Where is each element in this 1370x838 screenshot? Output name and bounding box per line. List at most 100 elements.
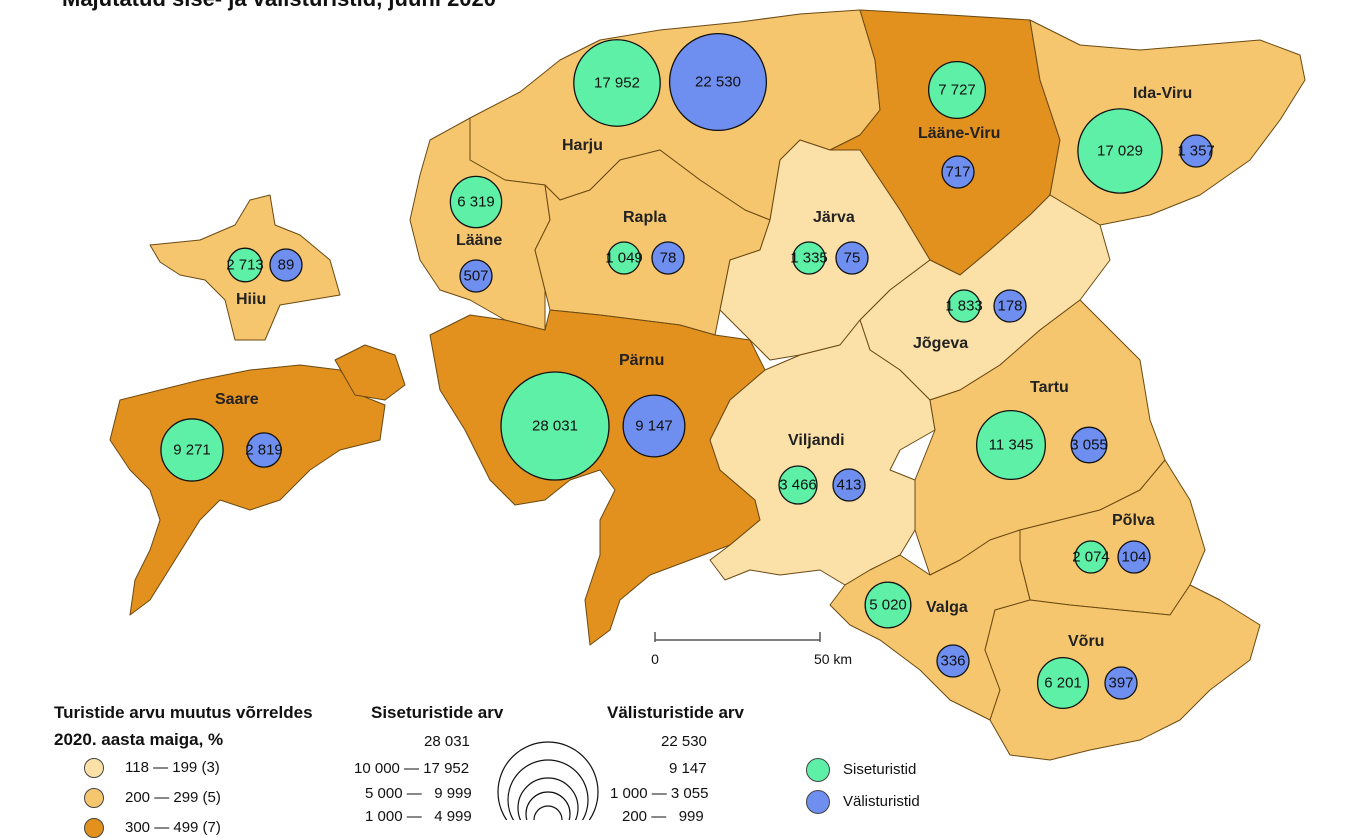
legend-domestic-title: Siseturistide arv: [371, 703, 504, 722]
foreign-bubble-rapla[interactable]: [651, 241, 685, 275]
region-parnu[interactable]: [429, 309, 766, 646]
legend-foreign-class-1: 22 530: [661, 733, 707, 750]
domestic-value-parnu: 28 031: [532, 418, 578, 435]
legend-domestic-class-1: 28 031: [424, 733, 470, 750]
legend-size-circles: [497, 741, 599, 820]
foreign-bubble-harju[interactable]: [668, 32, 768, 132]
domestic-bubble-laane-viru[interactable]: [927, 60, 987, 120]
domestic-value-jogeva: 1 833: [945, 298, 983, 315]
region-label-valga: Valga: [926, 599, 968, 616]
domestic-value-polva: 2 074: [1072, 549, 1110, 566]
legend-swatch-3: [84, 818, 104, 838]
legend-foreign-class-4: 200 — 999: [622, 808, 704, 825]
legend-foreign-swatch: [806, 790, 830, 814]
legend-change-title-2: 2020. aasta maiga, %: [54, 730, 224, 749]
domestic-bubble-tartu[interactable]: [975, 409, 1047, 481]
legend-foreign-class-3: 1 000 — 3 055: [610, 785, 709, 802]
domestic-value-voru: 6 201: [1044, 675, 1082, 692]
legend-foreign-title: Välisturistide arv: [607, 703, 745, 722]
foreign-value-ida-viru: 1 357: [1177, 143, 1215, 160]
legend-class-3: 300 — 499 (7): [125, 819, 221, 836]
domestic-bubble-ida-viru[interactable]: [1077, 108, 1163, 194]
scale-zero: 0: [651, 651, 659, 667]
domestic-value-jarva: 1 335: [790, 250, 828, 267]
region-label-jarva: Järva: [813, 209, 855, 226]
foreign-bubble-viljandi[interactable]: [832, 468, 866, 502]
legend-domestic-label: Siseturistid: [843, 761, 917, 778]
foreign-bubble-laane[interactable]: [459, 259, 493, 293]
domestic-value-valga: 5 020: [869, 597, 907, 614]
legend-domestic-class-2: 10 000 — 17 952: [354, 760, 470, 777]
region-label-ida-viru: Ida-Viru: [1133, 85, 1192, 102]
legend-foreign-class-2: 9 147: [669, 760, 707, 777]
map-title: Majutatud sise- ja välisturistid, juuni …: [62, 0, 496, 12]
foreign-bubble-saare[interactable]: [246, 432, 282, 468]
legend-swatch-2: [84, 788, 104, 808]
foreign-value-viljandi: 413: [836, 477, 861, 494]
foreign-bubble-voru[interactable]: [1104, 666, 1138, 700]
domestic-value-ida-viru: 17 029: [1097, 143, 1143, 160]
foreign-value-hiiu: 89: [278, 257, 295, 274]
foreign-bubble-laane-viru[interactable]: [941, 155, 975, 189]
domestic-bubble-jarva[interactable]: [792, 241, 826, 275]
foreign-value-harju: 22 530: [695, 74, 741, 91]
estonia-map: 0 50 km Harju Lääne-Viru Ida-Viru Lääne Rapl…: [109, 9, 1306, 820]
scale-end: 50 km: [814, 651, 852, 667]
region-label-hiiu: Hiiu: [236, 291, 266, 308]
foreign-value-saare: 2 819: [245, 442, 283, 459]
foreign-bubble-hiiu[interactable]: [269, 248, 303, 282]
legend-domestic-swatch: [806, 758, 830, 782]
region-label-harju: Harju: [562, 137, 603, 154]
domestic-bubble-voru[interactable]: [1036, 656, 1090, 710]
domestic-value-harju: 17 952: [594, 75, 640, 92]
domestic-bubble-viljandi[interactable]: [778, 465, 818, 505]
domestic-value-tartu: 11 345: [989, 437, 1034, 454]
foreign-value-rapla: 78: [660, 250, 677, 267]
foreign-value-laane-viru: 717: [945, 164, 970, 181]
domestic-value-laane: 6 319: [457, 194, 495, 211]
foreign-bubble-jogeva[interactable]: [993, 289, 1027, 323]
foreign-value-valga: 336: [940, 653, 965, 670]
foreign-bubble-tartu[interactable]: [1070, 426, 1108, 464]
domestic-bubble-harju[interactable]: [573, 39, 661, 127]
domestic-value-viljandi: 3 466: [779, 477, 817, 494]
legend-domestic-class-4: 1 000 — 4 999: [365, 808, 472, 825]
domestic-bubble-valga[interactable]: [864, 581, 912, 629]
domestic-bubble-parnu[interactable]: [500, 371, 610, 481]
domestic-bubble-rapla[interactable]: [607, 241, 641, 275]
legend-class-2: 200 — 299 (5): [125, 789, 221, 806]
foreign-bubble-ida-viru[interactable]: [1179, 134, 1213, 168]
scale-bar: 0 50 km: [651, 632, 852, 667]
foreign-bubble-valga[interactable]: [936, 644, 970, 678]
foreign-bubble-jarva[interactable]: [835, 241, 869, 275]
domestic-bubble-hiiu[interactable]: [227, 247, 263, 283]
legend-domestic-class-3: 5 000 — 9 999: [365, 785, 472, 802]
region-label-voru: Võru: [1068, 633, 1104, 650]
foreign-value-jogeva: 178: [997, 298, 1022, 315]
region-label-jogeva: Jõgeva: [913, 335, 968, 352]
domestic-bubble-jogeva[interactable]: [947, 289, 981, 323]
foreign-value-laane: 507: [463, 268, 488, 285]
region-ida-viru[interactable]: [1029, 19, 1306, 226]
legend-class-1: 118 — 199 (3): [125, 759, 220, 776]
foreign-bubble-polva[interactable]: [1117, 540, 1151, 574]
domestic-value-laane-viru: 7 727: [938, 82, 976, 99]
region-label-laane-viru: Lääne-Viru: [918, 125, 1000, 142]
region-label-parnu: Pärnu: [619, 352, 664, 369]
domestic-value-rapla: 1 049: [605, 250, 643, 267]
foreign-value-polva: 104: [1121, 549, 1146, 566]
foreign-bubble-parnu[interactable]: [622, 394, 686, 458]
domestic-bubble-laane[interactable]: [449, 175, 503, 229]
domestic-bubble-polva[interactable]: [1074, 540, 1108, 574]
domestic-bubble-saare[interactable]: [160, 418, 224, 482]
foreign-value-parnu: 9 147: [635, 418, 673, 435]
region-label-tartu: Tartu: [1030, 379, 1069, 396]
foreign-value-jarva: 75: [844, 250, 861, 267]
foreign-value-voru: 397: [1108, 675, 1133, 692]
domestic-value-hiiu: 2 713: [226, 257, 264, 274]
domestic-value-saare: 9 271: [173, 442, 211, 459]
region-label-polva: Põlva: [1112, 512, 1155, 529]
legend-swatch-1: [84, 758, 104, 778]
foreign-value-tartu: 3 055: [1070, 437, 1108, 454]
legend-foreign-label: Välisturistid: [843, 793, 920, 810]
